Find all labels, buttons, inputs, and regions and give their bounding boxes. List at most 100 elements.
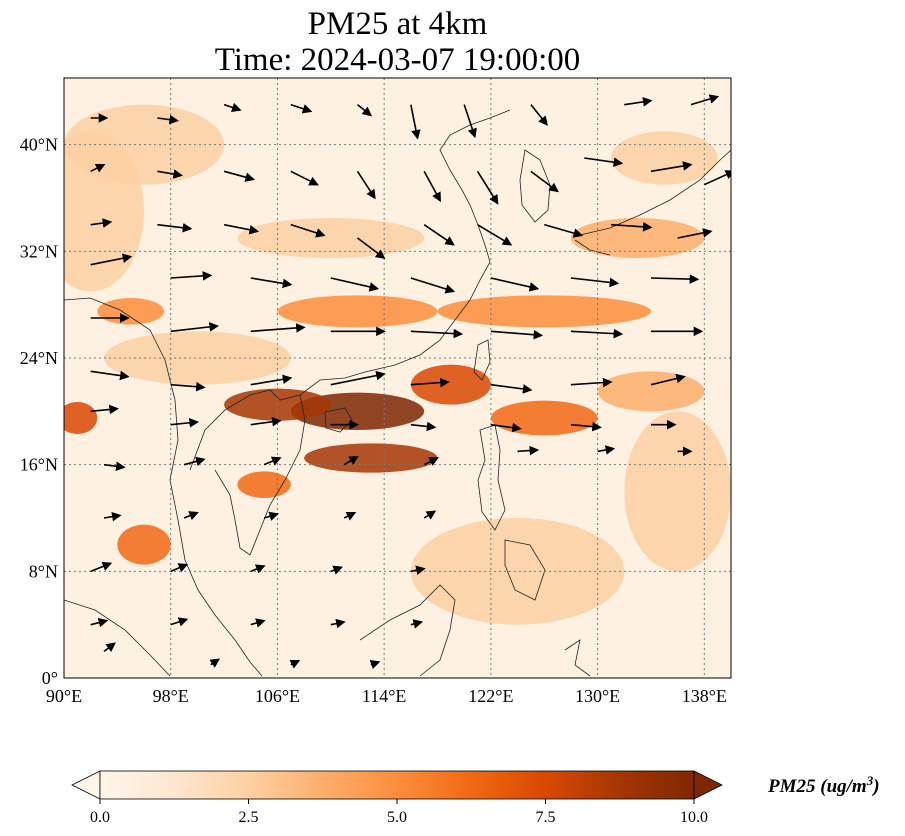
wind-arrow — [250, 323, 306, 333]
colorbar-ticks: 0.0 2.5 5.0 7.5 10.0 — [90, 799, 708, 826]
wind-arrow — [410, 377, 450, 388]
coastline-taiwan — [473, 339, 491, 381]
wind-arrow — [157, 169, 183, 179]
coastline-sulawesi — [564, 639, 591, 677]
coastline-philippines-south — [504, 539, 546, 601]
wind-arrow — [369, 659, 381, 670]
colorbar: 0.0 2.5 5.0 7.5 10.0 PM25 (ug/m3) — [71, 770, 880, 826]
wind-arrow — [477, 223, 513, 246]
colorbar-title: PM25 (ug/m3) — [767, 773, 880, 797]
coastline-korea — [519, 149, 551, 223]
colorbar-tick-label: 2.5 — [239, 809, 259, 826]
wind-arrow — [690, 94, 720, 106]
colorbar-tick-label: 0.0 — [90, 809, 110, 826]
wind-arrow — [490, 383, 533, 394]
wind-arrow — [703, 170, 731, 186]
wind-arrow — [410, 421, 437, 432]
longitude-tick-label: 90°E — [46, 686, 82, 706]
pm25-plume — [237, 471, 291, 498]
wind-arrow — [357, 237, 386, 259]
pm25-plume — [410, 518, 625, 625]
longitude-tick-label: 130°E — [575, 686, 620, 706]
wind-arrow — [423, 170, 441, 203]
wind-arrow — [157, 114, 179, 125]
pm25-concentration-field — [64, 104, 731, 625]
colorbar-extend-min — [71, 770, 101, 800]
wind-arrow — [490, 329, 544, 340]
wind-arrow — [103, 642, 116, 652]
wind-arrow — [530, 170, 559, 193]
wind-arrow — [223, 102, 242, 113]
pm25-plume — [97, 298, 165, 325]
coastline-luzon — [477, 424, 506, 531]
wind-arrow — [330, 277, 380, 292]
wind-arrow — [343, 455, 359, 466]
wind-arrow — [490, 422, 522, 433]
wind-arrow — [330, 370, 386, 386]
wind-arrow — [170, 271, 213, 281]
wind-arrow — [530, 104, 548, 126]
pm25-plume — [410, 364, 491, 405]
wind-arrow — [544, 223, 584, 238]
wind-arrow — [343, 511, 357, 521]
wind-arrow — [90, 404, 119, 415]
latitude-tick-label: 8°N — [29, 561, 58, 581]
latitude-tick-label: 16°N — [20, 455, 58, 475]
coastlines — [64, 109, 731, 677]
latitude-tick-labels: 0° 8°N 16°N 24°N 32°N 40°N — [20, 135, 58, 688]
wind-arrow — [463, 104, 477, 139]
wind-arrow — [356, 170, 376, 200]
wind-arrow — [103, 461, 126, 472]
colorbar-tick-label: 10.0 — [680, 809, 708, 826]
wind-arrow — [584, 157, 624, 167]
colorbar-tick-label: 7.5 — [536, 809, 556, 826]
wind-arrow — [610, 222, 653, 232]
coastline-indochina — [214, 394, 306, 556]
map-title-line2: Time: 2024-03-07 19:00:00 — [214, 42, 581, 78]
wind-arrow — [290, 170, 319, 186]
wind-arrow — [410, 565, 426, 575]
coastline-japan — [574, 149, 731, 256]
pm25-plume — [104, 331, 291, 385]
wind-arrow — [650, 274, 700, 284]
longitude-tick-label: 138°E — [682, 686, 727, 706]
longitude-tick-labels: 90°E 98°E 106°E 114°E 122°E 130°E 138°E — [46, 686, 727, 706]
wind-arrow — [250, 416, 282, 427]
wind-arrow — [90, 163, 106, 173]
latitude-tick-label: 32°N — [20, 241, 58, 261]
wind-arrow — [570, 277, 620, 288]
wind-arrow — [570, 421, 602, 432]
colorbar-extend-max — [693, 770, 723, 800]
wind-arrow — [209, 658, 221, 668]
longitude-tick-label: 122°E — [468, 686, 513, 706]
longitude-tick-label: 106°E — [255, 686, 300, 706]
wind-arrow — [170, 418, 199, 428]
wind-arrow — [410, 328, 464, 339]
wind-arrow — [476, 170, 499, 205]
pm25-plume — [490, 400, 598, 436]
wind-arrow — [90, 218, 113, 228]
wind-arrow — [250, 277, 293, 289]
wind-vectors — [90, 94, 731, 670]
pm25-plume — [237, 218, 425, 258]
wind-arrow — [90, 253, 133, 266]
pm25-plume — [570, 218, 705, 258]
wind-arrow — [250, 618, 266, 628]
coastline-mainland — [64, 109, 511, 677]
wind-arrow — [410, 277, 456, 294]
wind-arrow — [423, 457, 439, 466]
longitude-tick-label: 114°E — [362, 686, 407, 706]
pm25-plume — [64, 131, 145, 292]
wind-arrow — [263, 511, 279, 521]
wind-arrow — [490, 277, 540, 292]
wind-arrow — [650, 373, 686, 386]
wind-arrow — [170, 381, 206, 392]
wind-arrow — [410, 619, 424, 629]
wind-arrow — [650, 161, 693, 173]
colorbar-gradient — [99, 770, 695, 800]
wind-arrow — [183, 456, 206, 467]
latitude-tick-label: 0° — [42, 668, 58, 688]
wind-arrow — [223, 223, 259, 235]
wind-arrow — [90, 561, 113, 573]
